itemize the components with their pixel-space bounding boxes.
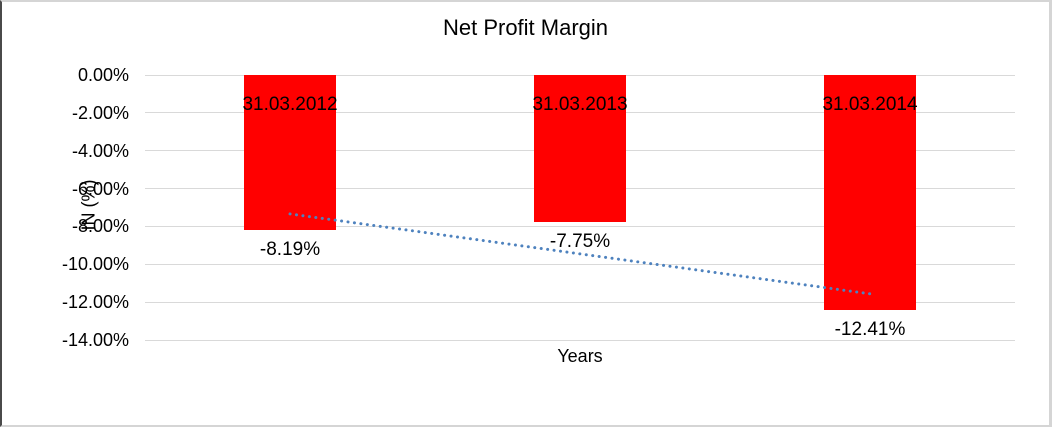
bar <box>244 75 336 231</box>
value-label: -8.19% <box>259 239 321 261</box>
y-tick-label: -14.00% <box>61 330 129 350</box>
category-label: 31.03.2012 <box>242 94 338 115</box>
bar <box>534 75 626 222</box>
y-tick-label: -6.00% <box>71 178 129 199</box>
y-tick-label: -2.00% <box>71 102 129 123</box>
y-axis-title: IN (%) <box>78 179 99 231</box>
gridline <box>145 339 1015 341</box>
x-axis-title: Years <box>557 346 603 366</box>
value-label: -12.41% <box>834 318 906 340</box>
value-label: -7.75% <box>549 230 611 252</box>
chart-title: Net Profit Margin <box>442 15 609 40</box>
y-tick-label: -8.00% <box>71 216 129 237</box>
category-label: 31.03.2013 <box>532 94 628 115</box>
gridline <box>145 301 1015 303</box>
y-tick-label: 0.00% <box>77 65 129 85</box>
y-tick-label: -10.00% <box>61 254 129 275</box>
y-tick-label: -12.00% <box>61 292 129 313</box>
y-tick-label: -4.00% <box>71 140 129 161</box>
category-label: 31.03.2014 <box>822 94 918 115</box>
